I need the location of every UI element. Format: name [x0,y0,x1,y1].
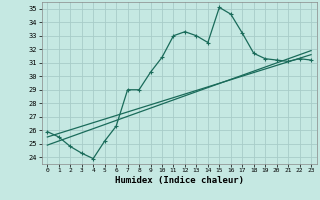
X-axis label: Humidex (Indice chaleur): Humidex (Indice chaleur) [115,176,244,185]
